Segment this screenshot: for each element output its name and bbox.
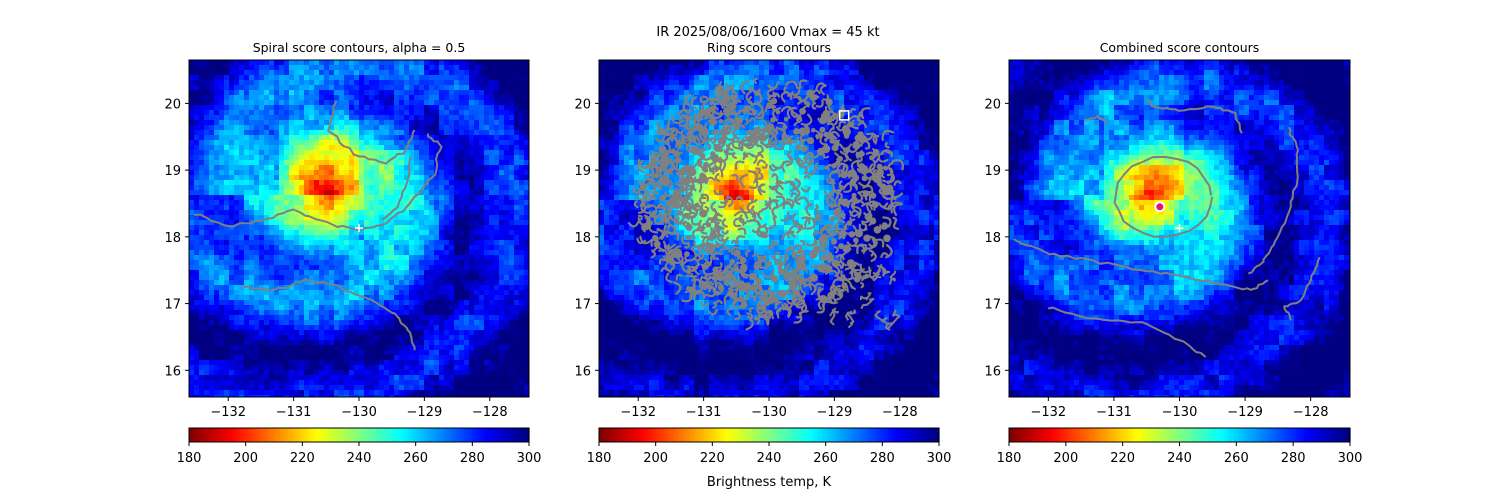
colorbar-tick-label: 240 [1167,451,1192,466]
colorbar-tick-label: 180 [587,451,612,466]
y-tick-label: 16 [984,364,1001,379]
colorbar-tick-label: 180 [177,451,202,466]
x-tick-label: −130 [751,405,787,420]
colorbar-tick-label: 300 [1338,451,1363,466]
colorbar: 180 200 220 240 260 280 300 Brightness temp, K [587,428,952,490]
x-tick-label: −129 [407,405,443,420]
colorbar-tick-label: 220 [1110,451,1135,466]
x-tick-label: −131 [1096,405,1132,420]
y-tick-label: 20 [164,97,181,112]
y-tick-label: 19 [164,164,181,179]
colorbar: 180 200 220 240 260 280 300 [997,428,1363,466]
x-tick-label: −128 [882,405,918,420]
panel-title: Spiral score contours, alpha = 0.5 [253,40,466,55]
y-tick-label: 18 [984,231,1001,246]
y-tick-label: 17 [984,298,1001,313]
y-tick-label: 17 [574,298,591,313]
x-tick-label: −132 [1030,405,1066,420]
x-tick-label: −128 [472,405,508,420]
colorbar-tick-label: 260 [813,451,838,466]
x-tick-label: −132 [210,405,246,420]
colorbar-tick-label: 180 [997,451,1022,466]
colorbar-tick-label: 240 [757,451,782,466]
x-tick-label: −130 [1162,405,1198,420]
colorbar-tick-label: 280 [1281,451,1306,466]
y-tick-label: 19 [984,164,1001,179]
best-center-marker [1155,202,1164,211]
figure-suptitle: IR 2025/08/06/1600 Vmax = 45 kt [656,25,879,40]
x-tick-label: −131 [276,405,312,420]
colorbar-tick-label: 300 [927,451,952,466]
x-tick-label: −130 [341,405,377,420]
y-tick-label: 17 [164,298,181,313]
y-tick-label: 20 [574,97,591,112]
y-tick-label: 20 [984,97,1001,112]
colorbar-tick-label: 200 [643,451,668,466]
y-tick-label: 18 [164,231,181,246]
colorbar-tick-label: 220 [700,451,725,466]
x-tick-label: −131 [686,405,722,420]
colorbar-tick-label: 280 [460,451,485,466]
colorbar-tick-label: 260 [1224,451,1249,466]
colorbar-tick-label: 300 [517,451,542,466]
x-tick-label: −129 [817,405,853,420]
y-tick-label: 19 [574,164,591,179]
panel-1: Spiral score contours, alpha = 0.5 −132 −1… [164,40,541,466]
colorbar-label: Brightness temp, K [707,475,832,490]
colorbar: 180 200 220 240 260 280 300 [177,428,542,466]
colorbar-tick-label: 280 [870,451,895,466]
colorbar-tick-label: 260 [403,451,428,466]
colorbar-tick-label: 200 [1053,451,1078,466]
colorbar-tick-label: 200 [233,451,258,466]
y-tick-label: 18 [574,231,591,246]
x-tick-label: −132 [620,405,656,420]
colorbar-tick-label: 240 [347,451,372,466]
x-tick-label: −129 [1227,405,1263,420]
panel-3: Combined score contours −132 −131 −130 −129 −… [984,40,1362,466]
panel-title: Ring score contours [707,40,831,55]
panel-title: Combined score contours [1100,40,1260,55]
x-tick-label: −128 [1293,405,1329,420]
y-tick-label: 16 [164,364,181,379]
panel-2: Ring score contours −132 −131 −130 −129 −128 1… [574,40,951,490]
y-tick-label: 16 [574,364,591,379]
colorbar-tick-label: 220 [290,451,315,466]
